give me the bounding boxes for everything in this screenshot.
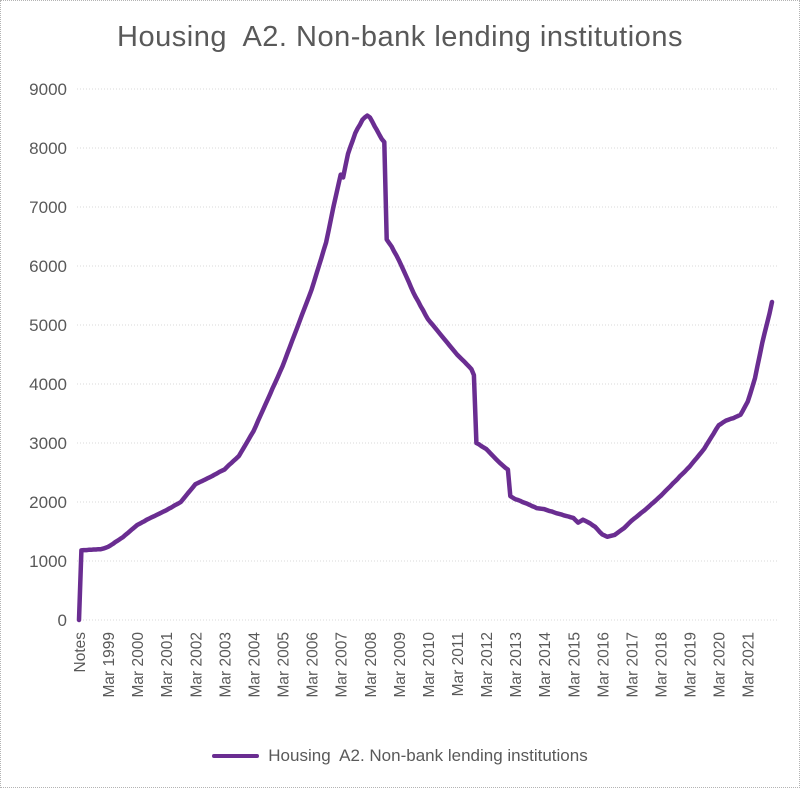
legend-label: Housing A2. Non-bank lending institution… xyxy=(268,746,588,765)
y-tick-label-0: 0 xyxy=(58,611,67,630)
x-tick-label-mar-2001: Mar 2001 xyxy=(159,632,176,697)
y-tick-label-9000: 9000 xyxy=(29,80,67,99)
x-tick-label-mar-2008: Mar 2008 xyxy=(363,632,380,697)
x-tick-label-mar-2020: Mar 2020 xyxy=(712,632,729,698)
x-tick-label-mar-2004: Mar 2004 xyxy=(247,632,264,698)
x-tick-label-mar-2006: Mar 2006 xyxy=(305,632,322,697)
x-tick-label-notes: Notes xyxy=(72,632,89,673)
chart-title: Housing A2. Non-bank lending institution… xyxy=(117,21,683,53)
x-tick-label-mar-2005: Mar 2005 xyxy=(276,632,293,697)
x-tick-label-mar-2016: Mar 2016 xyxy=(595,632,612,697)
x-tick-label-mar-2013: Mar 2013 xyxy=(508,632,525,697)
x-tick-label-mar-2007: Mar 2007 xyxy=(334,632,351,697)
x-tick-label-mar-2021: Mar 2021 xyxy=(741,632,758,697)
x-tick-label-mar-2002: Mar 2002 xyxy=(188,632,205,697)
y-tick-label-5000: 5000 xyxy=(29,316,67,335)
x-tick-label-mar-2014: Mar 2014 xyxy=(537,632,554,698)
x-tick-label-mar-2000: Mar 2000 xyxy=(130,632,147,698)
x-tick-label-mar-2010: Mar 2010 xyxy=(421,632,438,698)
y-tick-label-6000: 6000 xyxy=(29,257,67,276)
y-tick-label-8000: 8000 xyxy=(29,139,67,158)
series-line xyxy=(76,113,775,623)
y-tick-label-1000: 1000 xyxy=(29,552,67,571)
x-tick-label-mar-2018: Mar 2018 xyxy=(654,632,671,697)
legend: Housing A2. Non-bank lending institution… xyxy=(1,746,799,766)
x-tick-label-mar-2012: Mar 2012 xyxy=(479,632,496,697)
y-tick-label-2000: 2000 xyxy=(29,493,67,512)
x-tick-label-mar-2019: Mar 2019 xyxy=(683,632,700,697)
x-tick-label-mar-2009: Mar 2009 xyxy=(392,632,409,697)
x-tick-label-mar-2015: Mar 2015 xyxy=(566,632,583,697)
legend-line-swatch xyxy=(212,753,260,759)
y-tick-label-3000: 3000 xyxy=(29,434,67,453)
x-tick-label-mar-2003: Mar 2003 xyxy=(217,632,234,697)
x-tick-label-mar-1999: Mar 1999 xyxy=(101,632,118,697)
x-tick-label-mar-2017: Mar 2017 xyxy=(624,632,641,697)
x-tick-label-mar-2011: Mar 2011 xyxy=(450,632,467,696)
y-tick-label-7000: 7000 xyxy=(29,198,67,217)
y-tick-label-4000: 4000 xyxy=(29,375,67,394)
